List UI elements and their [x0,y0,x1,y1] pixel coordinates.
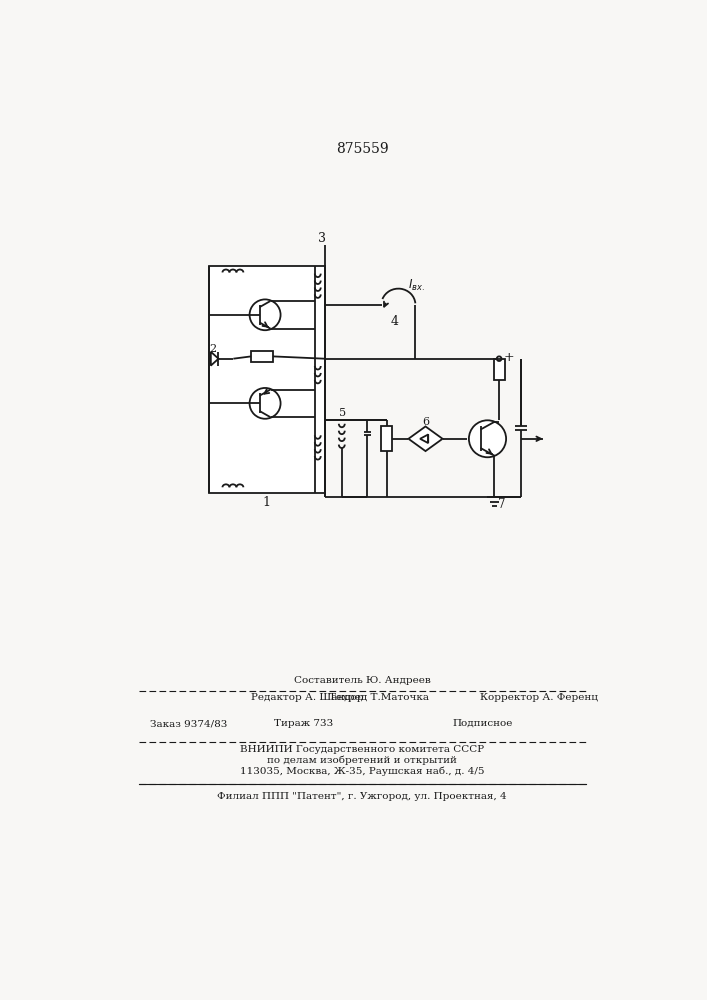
Circle shape [250,388,281,419]
Text: 5: 5 [339,408,346,418]
Text: 7: 7 [498,498,505,512]
Text: Заказ 9374/83: Заказ 9374/83 [151,719,228,728]
Text: 1: 1 [263,496,271,509]
Bar [381,426,392,451]
Text: Редактор А. Шандор: Редактор А. Шандор [251,693,363,702]
Text: 6: 6 [422,417,430,427]
Text: 4: 4 [391,315,399,328]
Text: 3: 3 [318,232,327,245]
Circle shape [469,420,506,457]
Text: 875559: 875559 [336,142,388,156]
Polygon shape [420,434,428,443]
Text: по делам изобретений и открытий: по делам изобретений и открытий [267,756,457,765]
Text: 113035, Москва, Ж-35, Раушская наб., д. 4/5: 113035, Москва, Ж-35, Раушская наб., д. … [240,767,484,776]
Text: Корректор А. Ференц: Корректор А. Ференц [480,693,597,702]
Text: Составитель Ю. Андреев: Составитель Ю. Андреев [293,676,431,685]
Bar [251,351,273,362]
Bar [493,359,505,380]
Bar [209,266,325,493]
Text: Подписное: Подписное [452,719,513,728]
Text: $I_{вх.}$: $I_{вх.}$ [408,278,424,293]
Circle shape [250,299,281,330]
Polygon shape [211,352,218,366]
Text: ВНИИПИ Государственного комитета СССР: ВНИИПИ Государственного комитета СССР [240,745,484,754]
Text: 2: 2 [209,344,216,354]
Circle shape [497,356,501,361]
Polygon shape [409,426,443,451]
Text: Тираж 733: Тираж 733 [274,719,334,728]
Text: Филиал ППП "Патент", г. Ужгород, ул. Проектная, 4: Филиал ППП "Патент", г. Ужгород, ул. Про… [217,792,507,801]
Text: +: + [504,351,515,364]
Text: Техред Т.Маточка: Техред Т.Маточка [329,693,428,702]
